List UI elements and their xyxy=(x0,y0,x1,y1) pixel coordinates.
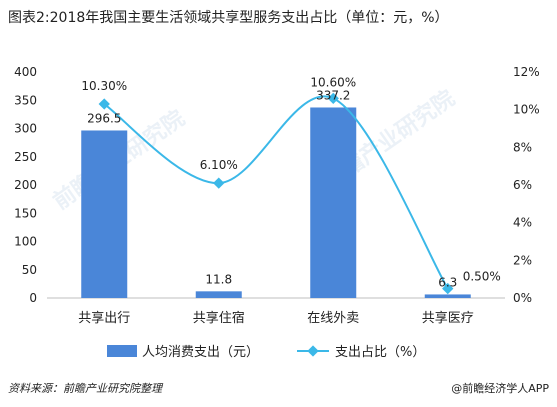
y-left-tick-label: 50 xyxy=(22,263,37,277)
y-left-tick-label: 400 xyxy=(14,65,37,79)
y-right-tick-label: 4% xyxy=(513,216,532,230)
x-category-label: 共享出行 xyxy=(78,310,130,326)
bar-value-label: 337.2 xyxy=(316,88,350,102)
bar xyxy=(310,107,357,299)
legend-line-marker xyxy=(307,345,319,357)
x-category-label: 共享医疗 xyxy=(422,310,474,326)
y-left-tick-label: 250 xyxy=(14,150,37,164)
line-point xyxy=(442,282,454,295)
bar xyxy=(81,130,128,298)
bar xyxy=(424,294,471,298)
brand-label: @前瞻经济学人APP xyxy=(451,382,549,395)
bar-value-label: 6.3 xyxy=(438,275,457,289)
source-note: 资料来源：前瞻产业研究院整理 xyxy=(8,382,162,395)
y-left-tick-label: 100 xyxy=(14,235,37,249)
y-right-tick-label: 0% xyxy=(513,291,532,305)
bar-value-label: 11.8 xyxy=(205,272,232,286)
y-left-tick-label: 350 xyxy=(14,93,37,107)
chart-title: 图表2:2018年我国主要生活领域共享型服务支出占比（单位：元，%） xyxy=(8,10,449,26)
line-point xyxy=(213,177,225,189)
bar-value-label: 296.5 xyxy=(87,111,121,125)
legend-bar-label: 人均消费支出（元） xyxy=(142,345,259,360)
y-right-tick-label: 8% xyxy=(513,140,532,154)
y-left-tick-label: 200 xyxy=(14,178,37,192)
line-value-label: 10.60% xyxy=(310,75,356,89)
x-category-label: 在线外卖 xyxy=(307,311,359,326)
line-value-label: 10.30% xyxy=(81,79,127,93)
series-line xyxy=(103,95,449,290)
y-left-tick-label: 150 xyxy=(14,206,37,220)
y-right-tick-label: 12% xyxy=(513,65,540,79)
x-category-label: 共享住宿 xyxy=(193,310,245,326)
y-right-tick-label: 2% xyxy=(513,253,532,267)
line-value-label: 6.10% xyxy=(200,158,238,172)
line-value-label: 0.50% xyxy=(463,270,501,284)
y-left-tick-label: 300 xyxy=(14,122,37,136)
y-right-tick-label: 10% xyxy=(513,103,540,117)
y-right-tick-label: 6% xyxy=(513,178,532,192)
bar xyxy=(195,291,242,298)
legend-bar-swatch xyxy=(107,345,137,357)
legend-line-label: 支出占比（%） xyxy=(335,345,425,360)
y-left-tick-label: 0 xyxy=(29,291,37,305)
